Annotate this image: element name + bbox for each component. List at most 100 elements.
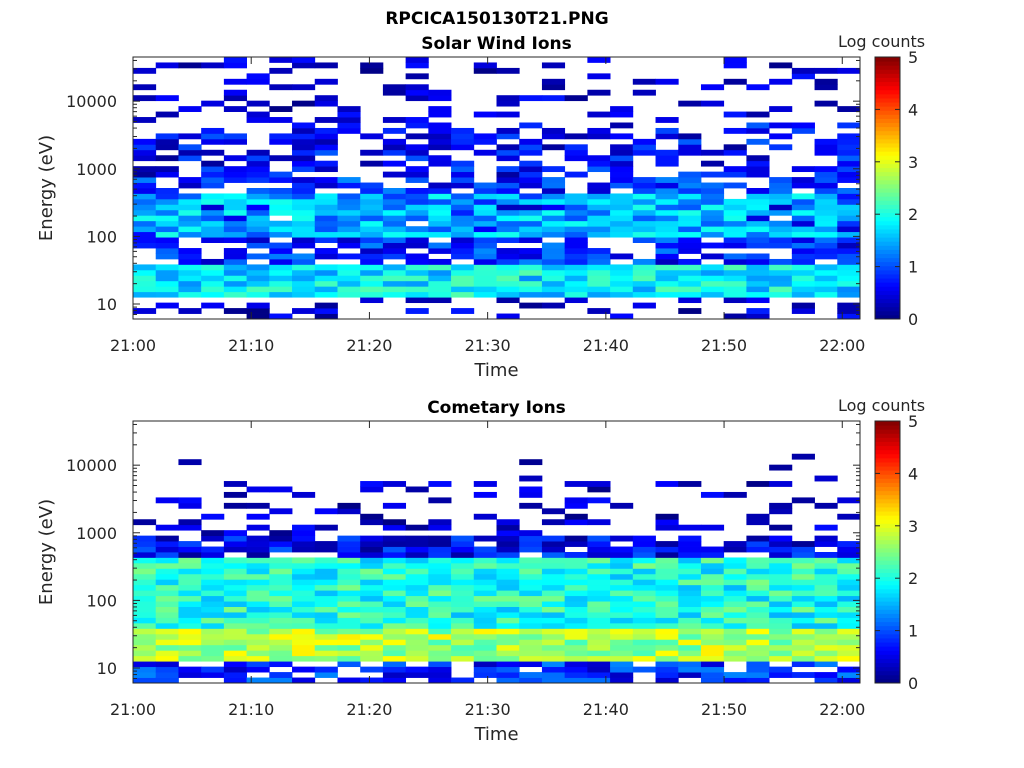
heatmap-cell	[655, 237, 679, 243]
colorbar-label: Log counts	[838, 396, 925, 415]
heatmap-cell	[405, 57, 429, 63]
heatmap-cell	[428, 95, 452, 102]
heatmap-cell	[178, 62, 202, 69]
colorbar-swatch	[875, 592, 900, 598]
colorbar-swatch	[875, 556, 900, 561]
heatmap-cell	[564, 286, 588, 293]
heatmap-cell	[610, 612, 634, 618]
heatmap-cell	[496, 633, 520, 640]
heatmap-cell	[155, 661, 179, 668]
heatmap-cell	[791, 633, 815, 640]
heatmap-cell	[655, 590, 679, 597]
heatmap-cell	[678, 655, 702, 662]
colorbar-swatch	[875, 646, 900, 651]
heatmap-cell	[837, 302, 861, 309]
heatmap-cell	[519, 248, 543, 254]
heatmap-cell	[178, 177, 202, 183]
heatmap-cell	[133, 541, 157, 547]
heatmap-cell	[723, 209, 747, 216]
heatmap-cell	[451, 286, 475, 293]
heatmap-cell	[700, 573, 725, 580]
heatmap-cell	[269, 171, 293, 178]
heatmap-cell	[269, 579, 293, 586]
heatmap-cell	[655, 584, 679, 591]
heatmap-cell	[428, 264, 452, 271]
heatmap-cell	[223, 155, 247, 162]
heatmap-cell	[451, 584, 475, 591]
heatmap-cell	[201, 639, 225, 646]
heatmap-cell	[519, 590, 543, 597]
heatmap-cell	[314, 220, 338, 227]
heatmap-cell	[496, 193, 520, 200]
heatmap-cell	[746, 579, 770, 586]
colorbar-swatch	[875, 625, 900, 631]
heatmap-cell	[837, 264, 861, 271]
heatmap-cell	[587, 568, 611, 575]
heatmap-cell	[587, 628, 611, 635]
colorbar-swatch	[875, 498, 900, 504]
heatmap-cell	[837, 242, 861, 249]
heatmap-cell	[155, 248, 179, 254]
heatmap-cell	[655, 601, 679, 607]
heatmap-cell	[610, 655, 634, 662]
heatmap-cell	[700, 606, 725, 613]
heatmap-cell	[723, 204, 747, 211]
heatmap-cell	[791, 568, 815, 575]
heatmap-cell	[133, 612, 157, 618]
heatmap-cell	[382, 188, 407, 194]
heatmap-cell	[382, 127, 407, 134]
heatmap-cell	[541, 253, 566, 260]
heatmap-cell	[564, 215, 588, 222]
heatmap-cell	[473, 568, 497, 575]
heatmap-cell	[587, 286, 611, 293]
heatmap-cell	[178, 198, 202, 205]
heatmap-cell	[769, 622, 793, 629]
heatmap-cell	[382, 160, 407, 167]
heatmap-cell	[223, 622, 247, 629]
heatmap-cell	[178, 562, 202, 569]
heatmap-cell	[496, 204, 520, 211]
heatmap-cell	[587, 601, 611, 607]
heatmap-cell	[723, 149, 747, 156]
heatmap-cell	[519, 617, 543, 624]
heatmap-cell	[451, 248, 475, 254]
colorbar-swatch	[875, 151, 900, 156]
colorbar-swatch	[875, 73, 900, 78]
heatmap-cell	[246, 242, 270, 249]
heatmap-cell	[632, 590, 656, 597]
heatmap-cell	[246, 264, 270, 271]
heatmap-cell	[451, 633, 475, 640]
heatmap-cell	[223, 481, 247, 487]
heatmap-cell	[360, 269, 384, 276]
heatmap-cell	[519, 491, 543, 498]
heatmap-cell	[292, 258, 316, 265]
colorbar-swatch	[875, 204, 900, 209]
heatmap-cell	[246, 111, 270, 118]
heatmap-cell	[314, 606, 338, 613]
heatmap-cell	[837, 122, 861, 129]
heatmap-cell	[360, 606, 384, 613]
heatmap-cell	[155, 655, 179, 662]
colorbar-swatch	[875, 470, 900, 475]
heatmap-cell	[269, 264, 293, 271]
heatmap-cell	[314, 138, 338, 145]
heatmap-cell	[519, 672, 543, 678]
heatmap-cell	[451, 612, 475, 618]
heatmap-cell	[451, 655, 475, 662]
heatmap-cell	[360, 215, 384, 222]
heatmap-cell	[723, 546, 747, 553]
x-tick-label: 21:10	[228, 700, 274, 719]
heatmap-cell	[678, 590, 702, 597]
y-tick-label: 1000	[76, 524, 117, 543]
heatmap-cell	[246, 502, 270, 509]
heatmap-cell	[496, 220, 520, 227]
heatmap-cell	[769, 562, 793, 569]
heatmap-cell	[133, 264, 157, 271]
colorbar-swatch	[875, 605, 900, 610]
heatmap-cell	[360, 226, 384, 233]
heatmap-cell	[814, 661, 838, 668]
heatmap-cell	[678, 541, 702, 547]
heatmap-cell	[133, 590, 157, 597]
heatmap-cell	[655, 628, 679, 635]
heatmap-cell	[405, 226, 429, 233]
